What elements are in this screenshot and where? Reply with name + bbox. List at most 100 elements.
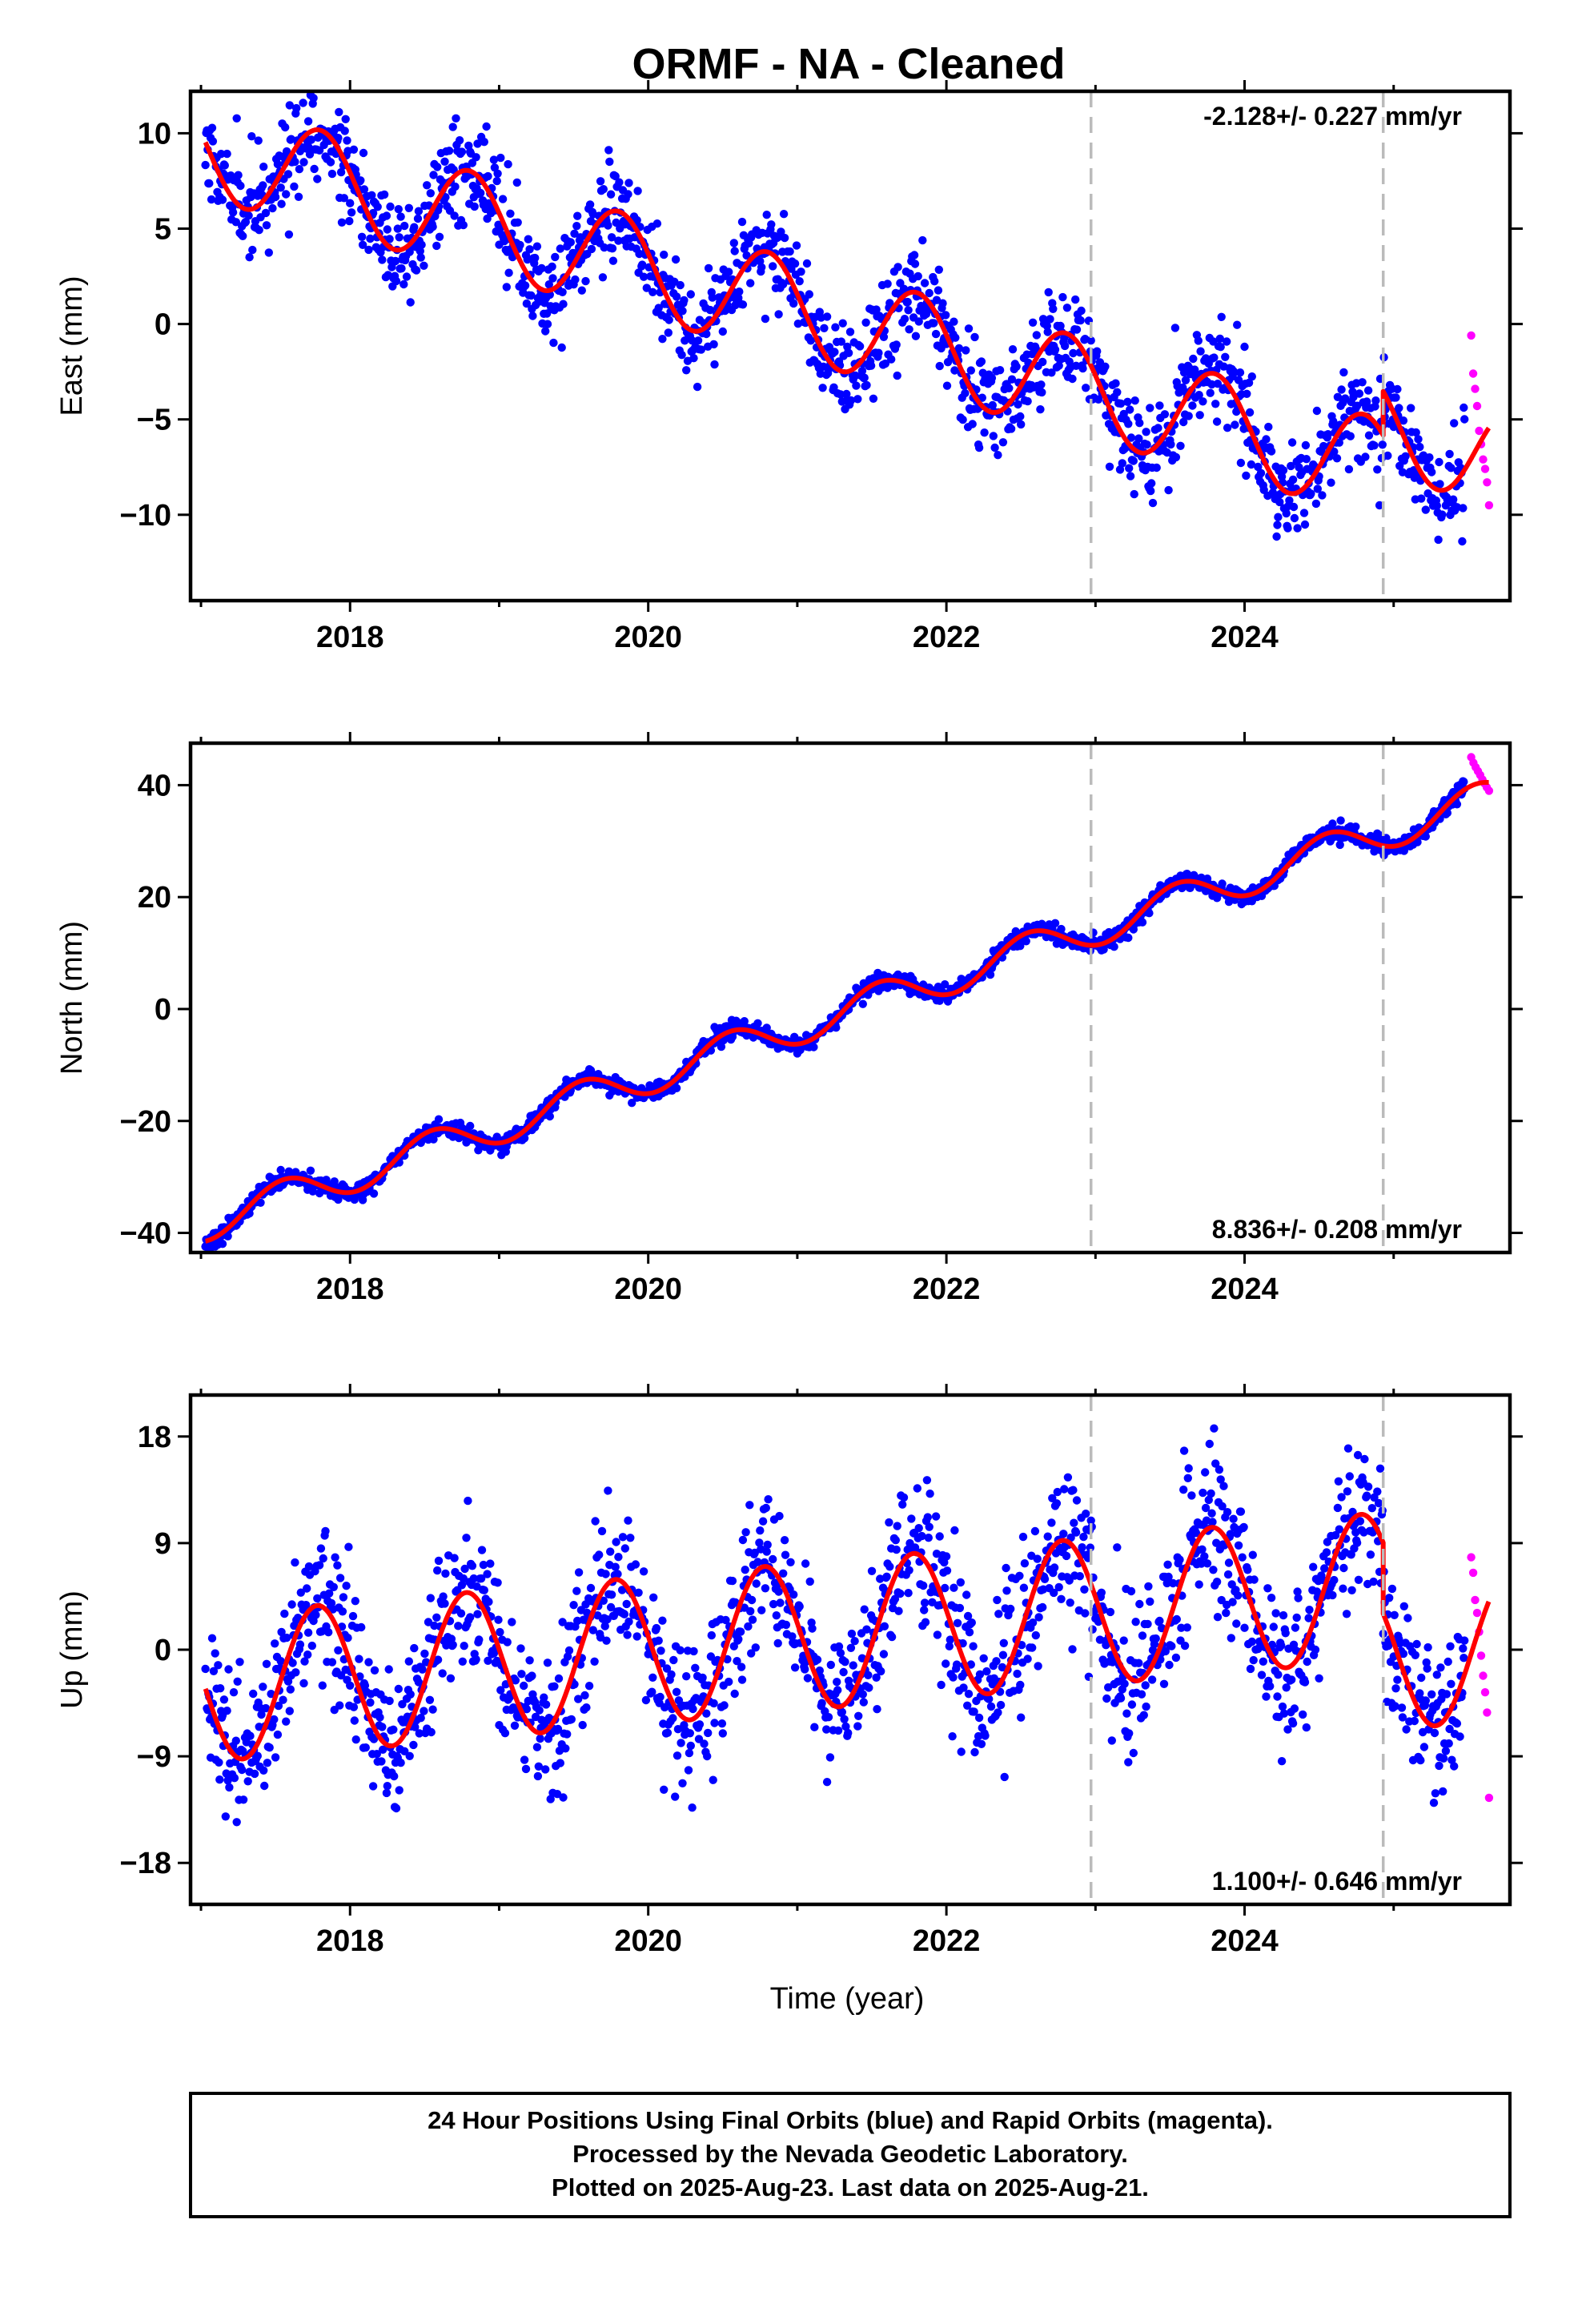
figure-title: ORMF - NA - Cleaned [632,40,1065,88]
final-orbit-point [860,1605,869,1614]
final-orbit-point [1054,361,1063,370]
final-orbit-point [1393,384,1402,394]
final-orbit-point [990,443,999,452]
final-orbit-point [826,1660,836,1670]
final-orbit-point [1146,404,1154,412]
final-orbit-point [677,351,686,360]
final-orbit-point [611,171,620,181]
final-orbit-point [1015,1571,1024,1581]
final-orbit-point [910,259,920,268]
final-orbit-point [1129,1748,1138,1758]
x-axis-label: Time (year) [770,1982,925,2016]
final-orbit-point [480,1586,488,1594]
final-orbit-point [273,1730,283,1739]
final-orbit-point [725,267,733,276]
final-orbit-point [934,265,944,274]
final-orbit-point [517,1670,526,1679]
final-orbit-point [564,1646,574,1655]
final-orbit-point [207,1634,217,1642]
final-orbit-point [498,195,508,203]
final-orbit-point [250,1769,259,1779]
final-orbit-point [306,1166,315,1176]
final-orbit-point [933,1630,942,1639]
final-orbit-point [400,221,409,231]
final-orbit-point [769,262,777,271]
final-orbit-point [676,1646,685,1655]
final-orbit-point [303,1628,313,1637]
final-orbit-point [608,244,617,253]
final-orbit-point [1135,419,1144,428]
final-orbit-point [1033,1554,1042,1563]
final-orbit-point [357,1622,366,1632]
final-orbit-point [854,1711,863,1720]
final-orbit-point [785,247,794,256]
final-orbit-point [261,208,271,218]
final-orbit-point [614,1553,623,1562]
final-orbit-point [689,1704,697,1714]
rapid-orbit-point [1467,331,1476,340]
final-orbit-point [255,226,263,235]
final-orbit-point [858,1690,868,1699]
final-orbit-point [378,255,387,264]
final-orbit-point [558,287,567,296]
y-tick-label: 0 [155,308,171,342]
final-orbit-point [1266,1682,1275,1691]
final-orbit-point [413,214,423,223]
final-orbit-point [395,233,404,242]
final-orbit-point [813,1655,822,1664]
final-orbit-point [356,176,365,185]
final-orbit-point [1005,384,1014,392]
final-orbit-point [1105,462,1114,471]
final-orbit-point [1170,324,1180,332]
final-orbit-point [350,1716,359,1725]
final-orbit-point [496,153,505,163]
final-orbit-point [1358,378,1367,387]
final-orbit-point [521,1764,531,1774]
final-orbit-point [861,318,870,327]
final-orbit-point [290,182,299,191]
final-orbit-point [305,150,315,159]
final-orbit-point [433,1566,442,1575]
final-orbit-point [571,275,580,284]
final-orbit-point [550,1682,559,1691]
final-orbit-point [1354,1575,1363,1585]
final-orbit-point [271,1753,280,1762]
final-orbit-point [378,1723,387,1731]
final-orbit-point [544,280,553,289]
final-orbit-point [1351,822,1360,831]
final-orbit-point [1049,304,1058,313]
final-orbit-point [680,296,689,305]
final-orbit-point [1256,468,1266,477]
final-orbit-point [840,1715,849,1723]
final-orbit-point [1333,392,1343,401]
final-orbit-point [1057,924,1066,934]
final-orbit-point [1234,1541,1243,1550]
final-orbit-point [695,1720,705,1729]
final-orbit-point [535,1706,544,1715]
final-orbit-point [1288,475,1298,485]
final-orbit-point [780,1536,789,1545]
velocity-rate-label: -2.128+/- 0.227 mm/yr [1203,102,1462,131]
final-orbit-point [613,1570,622,1578]
final-orbit-point [1189,354,1198,364]
final-orbit-point [751,1643,760,1652]
final-orbit-point [587,244,596,254]
final-orbit-point [1057,1594,1066,1604]
final-orbit-point [1279,466,1288,475]
final-orbit-point [1294,1594,1303,1602]
final-orbit-point [1201,1468,1210,1477]
final-orbit-point [1222,1608,1231,1618]
final-orbit-point [893,1522,901,1530]
final-orbit-point [761,314,770,324]
final-orbit-point [874,348,883,357]
final-orbit-point [516,1644,525,1653]
final-orbit-point [1079,1532,1088,1542]
model-fit-line [203,127,1492,497]
final-orbit-point [1037,380,1046,389]
final-orbit-point [730,1689,739,1699]
final-orbit-point [1336,816,1345,825]
final-orbit-point [1013,1669,1022,1679]
final-orbit-point [599,185,608,194]
final-orbit-point [500,236,509,246]
